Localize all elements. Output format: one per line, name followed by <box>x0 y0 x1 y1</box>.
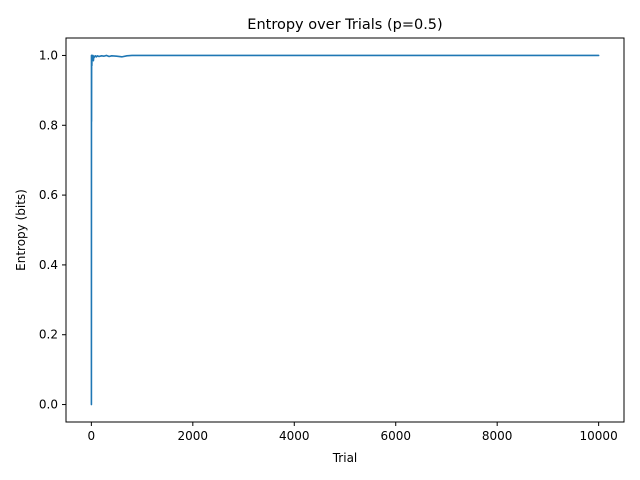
x-tick-label: 6000 <box>380 429 411 443</box>
x-axis-label: Trial <box>332 451 358 465</box>
x-tick-label: 4000 <box>279 429 310 443</box>
y-axis-ticks: 0.0 0.2 0.4 0.6 0.8 1.0 <box>39 48 66 412</box>
x-axis-ticks: 0 2000 4000 6000 8000 10000 <box>88 422 618 443</box>
plot-area <box>65 37 625 423</box>
y-tick-label: 0.4 <box>39 258 58 272</box>
chart-title: Entropy over Trials (p=0.5) <box>247 17 442 33</box>
y-tick-label: 0.2 <box>39 328 58 342</box>
x-tick-label: 2000 <box>178 429 209 443</box>
x-tick-label: 10000 <box>580 429 618 443</box>
x-tick-label: 0 <box>88 429 96 443</box>
y-tick-label: 0.6 <box>39 188 58 202</box>
y-tick-label: 0.0 <box>39 398 58 412</box>
y-axis-label: Entropy (bits) <box>14 189 28 271</box>
series-line-0 <box>90 54 600 406</box>
x-tick-label: 8000 <box>482 429 513 443</box>
series-layer <box>90 54 600 406</box>
y-tick-label: 0.8 <box>39 118 58 132</box>
y-tick-label: 1.0 <box>39 48 58 62</box>
plot-frame <box>65 37 625 423</box>
